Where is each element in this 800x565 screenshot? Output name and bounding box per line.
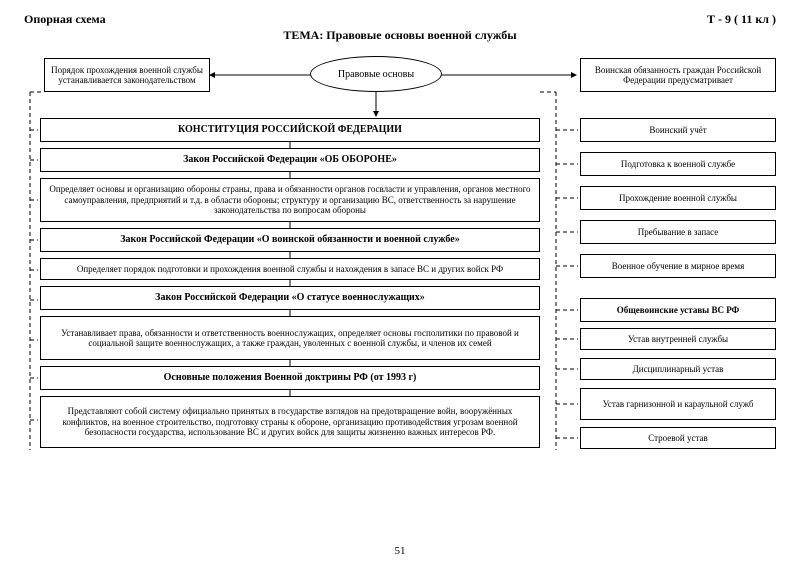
- main-box-6: Устанавливает права, обязанности и ответ…: [40, 316, 540, 360]
- right-top-text: Воинская обязанность граждан Российской …: [585, 65, 771, 86]
- right2-box-0: Устав внутренней службы: [580, 328, 776, 350]
- right1-box-1: Подготовка к военной службе: [580, 152, 776, 176]
- main-box-1: Закон Российской Федерации «ОБ ОБОРОНЕ»: [40, 148, 540, 172]
- right1-box-0: Воинский учёт: [580, 118, 776, 142]
- header-right: Т - 9 ( 11 кл ): [707, 12, 776, 27]
- central-oval: Правовые основы: [310, 56, 442, 92]
- main-box-8: Представляют собой систему официально пр…: [40, 396, 540, 448]
- main-box-4: Определяет порядок подготовки и прохожде…: [40, 258, 540, 280]
- right1-box-2: Прохождение военной службы: [580, 186, 776, 210]
- left-top-box: Порядок прохождения военной службы устан…: [44, 58, 210, 92]
- right-top-box: Воинская обязанность граждан Российской …: [580, 58, 776, 92]
- right2-box-3: Строевой устав: [580, 427, 776, 449]
- main-box-7: Основные положения Военной доктрины РФ (…: [40, 366, 540, 390]
- right1-box-4: Военное обучение в мирное время: [580, 254, 776, 278]
- right2-box-2: Устав гарнизонной и караульной служб: [580, 388, 776, 420]
- page-number: 51: [0, 545, 800, 557]
- main-box-3: Закон Российской Федерации «О воинской о…: [40, 228, 540, 252]
- left-top-text: Порядок прохождения военной службы устан…: [49, 65, 205, 86]
- main-box-0: КОНСТИТУЦИЯ РОССИЙСКОЙ ФЕДЕРАЦИИ: [40, 118, 540, 142]
- oval-label: Правовые основы: [338, 69, 414, 80]
- right-heading-text: Общевоинские уставы ВС РФ: [617, 305, 740, 315]
- header-left: Опорная схема: [24, 12, 106, 27]
- right2-box-1: Дисциплинарный устав: [580, 358, 776, 380]
- theme-title: ТЕМА: Правовые основы военной службы: [0, 28, 800, 43]
- main-box-2: Определяет основы и организацию обороны …: [40, 178, 540, 222]
- main-box-5: Закон Российской Федерации «О статусе во…: [40, 286, 540, 310]
- right1-box-3: Пребывание в запасе: [580, 220, 776, 244]
- right-heading-ustavy: Общевоинские уставы ВС РФ: [580, 298, 776, 322]
